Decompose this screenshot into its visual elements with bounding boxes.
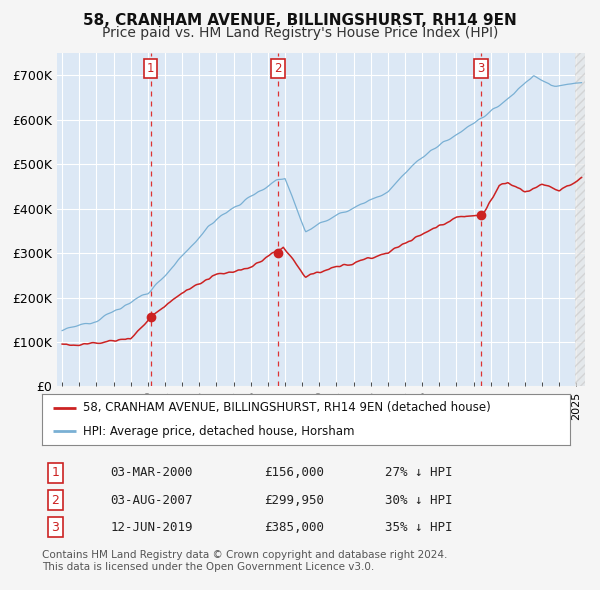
Text: 1: 1 xyxy=(51,466,59,479)
Polygon shape xyxy=(575,53,585,386)
Text: Contains HM Land Registry data © Crown copyright and database right 2024.: Contains HM Land Registry data © Crown c… xyxy=(42,550,448,560)
Text: 30% ↓ HPI: 30% ↓ HPI xyxy=(385,493,453,507)
Text: 3: 3 xyxy=(478,61,485,74)
Text: 12-JUN-2019: 12-JUN-2019 xyxy=(110,521,193,534)
Text: 2: 2 xyxy=(51,493,59,507)
Text: £385,000: £385,000 xyxy=(264,521,324,534)
Text: 1: 1 xyxy=(147,61,155,74)
Text: 27% ↓ HPI: 27% ↓ HPI xyxy=(385,466,453,479)
Text: 58, CRANHAM AVENUE, BILLINGSHURST, RH14 9EN (detached house): 58, CRANHAM AVENUE, BILLINGSHURST, RH14 … xyxy=(83,401,491,414)
Text: £156,000: £156,000 xyxy=(264,466,324,479)
Text: 03-AUG-2007: 03-AUG-2007 xyxy=(110,493,193,507)
Text: HPI: Average price, detached house, Horsham: HPI: Average price, detached house, Hors… xyxy=(83,425,355,438)
Text: 2: 2 xyxy=(274,61,282,74)
Text: 35% ↓ HPI: 35% ↓ HPI xyxy=(385,521,453,534)
Text: 3: 3 xyxy=(51,521,59,534)
Text: Price paid vs. HM Land Registry's House Price Index (HPI): Price paid vs. HM Land Registry's House … xyxy=(102,26,498,40)
Text: 58, CRANHAM AVENUE, BILLINGSHURST, RH14 9EN: 58, CRANHAM AVENUE, BILLINGSHURST, RH14 … xyxy=(83,13,517,28)
Text: £299,950: £299,950 xyxy=(264,493,324,507)
Text: This data is licensed under the Open Government Licence v3.0.: This data is licensed under the Open Gov… xyxy=(42,562,374,572)
Text: 03-MAR-2000: 03-MAR-2000 xyxy=(110,466,193,479)
